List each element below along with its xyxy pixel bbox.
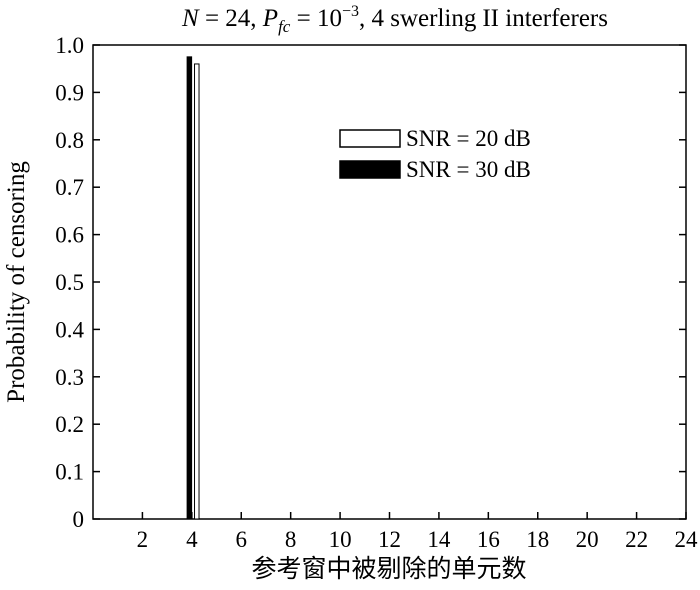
x-tick-label: 24 (675, 527, 699, 552)
x-axis: 2 4 6 8 10 12 14 16 18 20 22 24 (137, 512, 698, 552)
x-tick-label: 2 (137, 527, 149, 552)
y-axis: 0 0.1 0.2 0.3 0.4 0.5 0.6 0.7 0.8 0.9 1.0 (55, 33, 686, 532)
x-tick-label: 18 (526, 527, 549, 552)
x-tick-label: 8 (285, 527, 297, 552)
y-axis-label: Probability of censoring (3, 161, 30, 403)
x-tick-label: 12 (378, 527, 401, 552)
y-tick-label: 0 (73, 507, 85, 532)
x-tick-label: 20 (576, 527, 599, 552)
legend-swatch (339, 129, 401, 148)
y-tick-label: 0.4 (55, 317, 84, 342)
legend: SNR = 20 dB SNR = 30 dB (339, 126, 531, 182)
y-tick-label: 0.7 (55, 175, 84, 200)
plot-frame (92, 44, 687, 520)
bars (186, 56, 200, 520)
x-tick-label: 16 (477, 527, 500, 552)
x-tick-label: 4 (186, 527, 198, 552)
bar (186, 56, 193, 520)
legend-label: SNR = 30 dB (406, 157, 531, 182)
y-tick-label: 0.3 (55, 365, 84, 390)
chart-title: N = 24, Pfc = 10−3, 4 swerling II interfe… (181, 3, 608, 36)
y-tick-label: 0.8 (55, 128, 84, 153)
x-tick-label: 6 (236, 527, 248, 552)
y-tick-label: 0.1 (55, 460, 84, 485)
x-tick-label: 10 (329, 527, 352, 552)
x-tick-label: 14 (427, 527, 451, 552)
y-tick-label: 0.5 (55, 270, 84, 295)
legend-swatch (339, 160, 401, 179)
y-tick-label: 0.2 (55, 412, 84, 437)
bar (194, 63, 200, 520)
y-tick-label: 0.9 (55, 80, 84, 105)
x-axis-label: 参考窗中被剔除的单元数 (251, 555, 526, 583)
x-tick-label: 22 (625, 527, 648, 552)
y-tick-label: 0.6 (55, 223, 84, 248)
legend-label: SNR = 20 dB (406, 126, 531, 151)
y-tick-label: 1.0 (55, 33, 84, 58)
